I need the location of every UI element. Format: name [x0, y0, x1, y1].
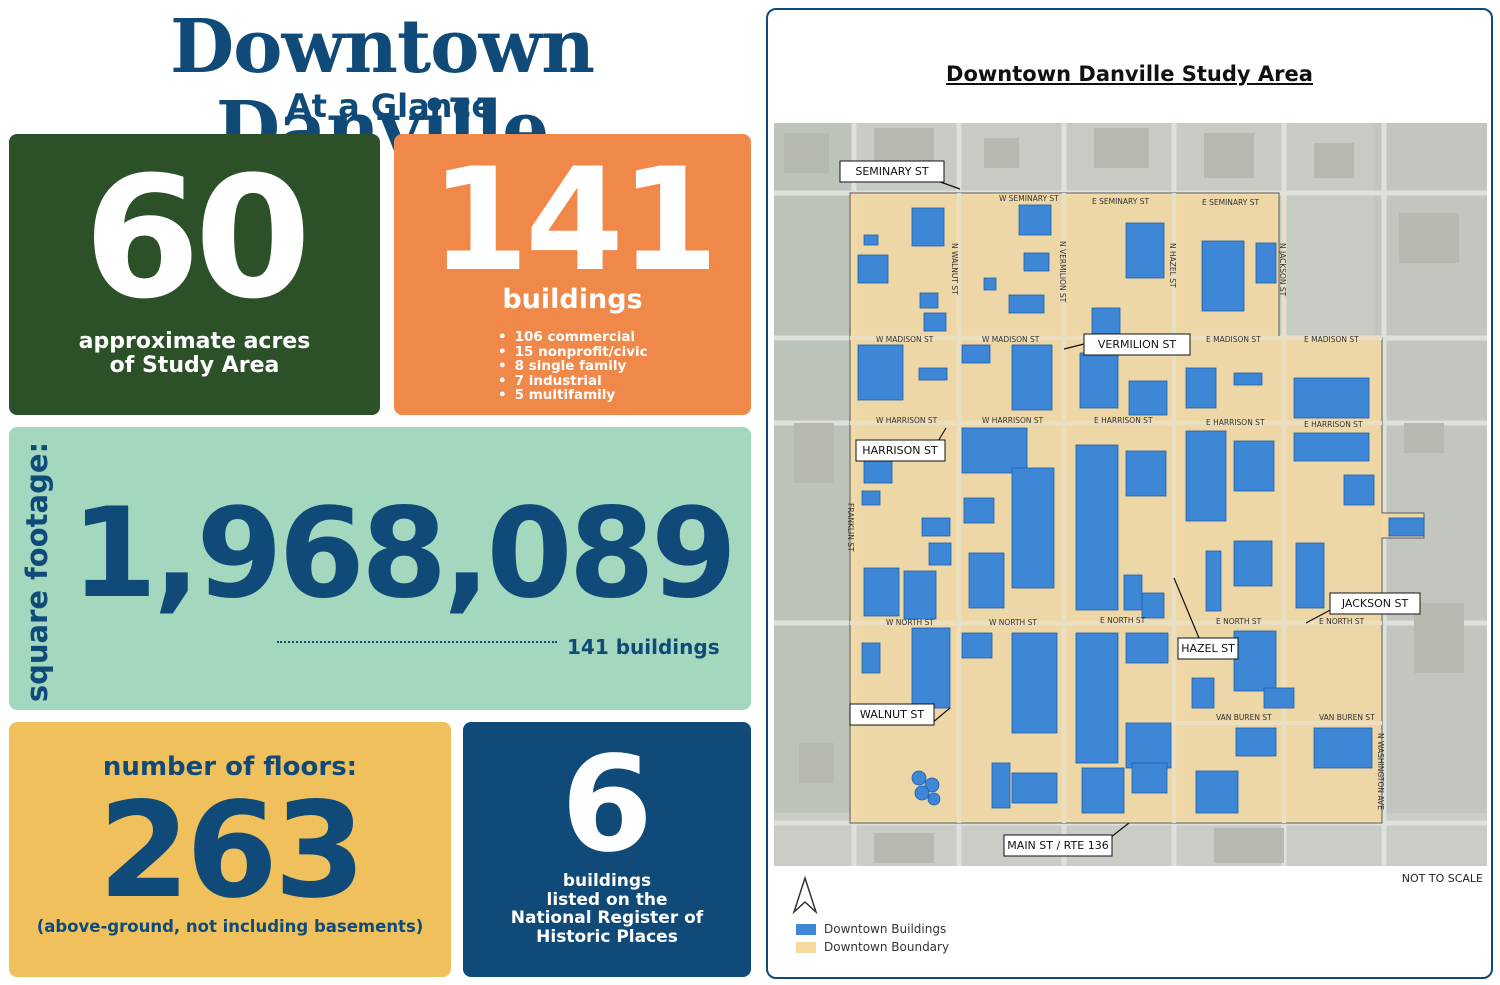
- street-label-text: HARRISON ST: [862, 444, 938, 457]
- study-area-map: W SEMINARY ST E SEMINARY ST E SEMINARY S…: [774, 123, 1487, 866]
- small-street-label: N WALNUT ST: [950, 243, 959, 295]
- study-area-map-panel: Downtown Danville Study Area: [766, 8, 1493, 979]
- downtown-boundary: [849, 192, 1425, 824]
- legend-label: Downtown Boundary: [824, 940, 950, 954]
- legend-item-boundary: Downtown Boundary: [796, 938, 949, 956]
- dotted-leader: [277, 641, 557, 643]
- small-street-label: E NORTH ST: [1100, 616, 1146, 625]
- street-label-text: SEMINARY ST: [855, 165, 929, 178]
- small-street-label: E MADISON ST: [1304, 335, 1359, 344]
- page-subtitle: At a Glance: [286, 87, 494, 125]
- small-street-label: N VERMILION ST: [1058, 241, 1067, 303]
- downtown-streets: [850, 193, 1382, 823]
- floors-value: 263: [98, 774, 366, 928]
- small-street-label: E HARRISON ST: [1304, 420, 1363, 429]
- breakdown-item: 15 nonprofit/civic: [498, 344, 648, 360]
- buildings-value: 141: [430, 138, 718, 303]
- legend-label: Downtown Buildings: [824, 922, 947, 936]
- north-arrow-icon: [792, 876, 818, 914]
- breakdown-item: 8 single family: [498, 359, 648, 374]
- small-street-label: N HAZEL ST: [1168, 243, 1177, 288]
- callout-vermilion-st: VERMILION ST: [1083, 333, 1191, 356]
- acres-caption-line2: of Study Area: [109, 353, 280, 378]
- small-street-label: E SEMINARY ST: [1202, 198, 1260, 207]
- small-street-label: E NORTH ST: [1319, 617, 1365, 626]
- breakdown-item: 106 commercial: [498, 330, 648, 345]
- street-label-text: MAIN ST / RTE 136: [1007, 839, 1108, 852]
- legend-swatch-boundary: [796, 941, 816, 953]
- small-street-label: FRANKLIN ST: [846, 503, 855, 552]
- historic-register-card: 6 buildings listed on the National Regis…: [463, 722, 751, 977]
- floors-card: number of floors: 263 (above-ground, not…: [9, 722, 451, 977]
- buildings-card: 141 buildings 106 commercial 15 nonprofi…: [394, 134, 751, 415]
- square-footage-label-text: square footage:: [20, 441, 54, 703]
- register-caption-line: buildings: [562, 871, 652, 891]
- square-footage-side-label: square footage:: [17, 442, 57, 702]
- small-street-label: E NORTH ST: [1216, 617, 1262, 626]
- acres-card: 60 approximate acres of Study Area: [9, 134, 380, 415]
- callout-main-st: MAIN ST / RTE 136: [1003, 834, 1113, 857]
- callout-harrison-st: HARRISON ST: [855, 439, 946, 462]
- square-footage-value: 1,968,089: [71, 482, 737, 626]
- legend-item-buildings: Downtown Buildings: [796, 920, 949, 938]
- buildings-label: buildings: [502, 284, 643, 315]
- small-street-label: E MADISON ST: [1206, 335, 1261, 344]
- small-street-label: E SEMINARY ST: [1092, 197, 1150, 206]
- historic-register-value: 6: [561, 728, 653, 882]
- small-street-label: E HARRISON ST: [1206, 418, 1265, 427]
- acres-value: 60: [83, 140, 312, 336]
- callout-walnut-st: WALNUT ST: [849, 703, 935, 726]
- small-street-label: W MADISON ST: [982, 335, 1040, 344]
- street-label-text: JACKSON ST: [1341, 597, 1409, 610]
- map-legend: Downtown Buildings Downtown Boundary: [796, 920, 949, 956]
- breakdown-item: 5 multifamily: [498, 388, 648, 403]
- buildings-breakdown-list: 106 commercial 15 nonprofit/civic 8 sing…: [498, 330, 648, 403]
- small-street-label: E HARRISON ST: [1094, 416, 1153, 425]
- small-street-label: W HARRISON ST: [982, 416, 1044, 425]
- small-street-label: N JACKSON ST: [1278, 243, 1287, 297]
- small-street-label: VAN BUREN ST: [1216, 713, 1272, 722]
- small-street-label: W SEMINARY ST: [999, 194, 1059, 203]
- square-footage-caption: 141 buildings: [567, 635, 720, 659]
- breakdown-item: 7 industrial: [498, 373, 648, 389]
- small-street-label: W HARRISON ST: [876, 416, 938, 425]
- callout-hazel-st: HAZEL ST: [1177, 637, 1239, 660]
- floors-label: number of floors:: [102, 752, 358, 782]
- street-label-text: VERMILION ST: [1098, 338, 1177, 351]
- acres-caption-line1: approximate acres: [78, 329, 311, 354]
- acres-caption: approximate acres of Study Area: [9, 330, 380, 378]
- not-to-scale-note: NOT TO SCALE: [1401, 872, 1483, 885]
- page-title: Downtown Danville: [169, 4, 595, 172]
- legend-swatch-buildings: [796, 923, 816, 935]
- street-label-text: HAZEL ST: [1181, 642, 1235, 655]
- callout-street-labels: SEMINARY ST VERMILION ST HARRISON ST HAZ…: [839, 160, 1421, 857]
- street-label-text: WALNUT ST: [860, 708, 924, 721]
- callout-jackson-st: JACKSON ST: [1329, 592, 1421, 615]
- historic-register-caption: buildings listed on the National Registe…: [463, 872, 751, 946]
- callout-seminary-st: SEMINARY ST: [839, 160, 945, 183]
- small-street-label: W NORTH ST: [989, 618, 1037, 627]
- small-street-label: N WASHINGTON AVE: [1376, 733, 1385, 810]
- register-caption-line: listed on the: [546, 889, 668, 910]
- register-caption-line: Historic Places: [536, 926, 678, 947]
- floors-caption: (above-ground, not including basements): [36, 917, 424, 936]
- register-caption-line: National Register of: [510, 908, 704, 928]
- small-street-label: VAN BUREN ST: [1319, 713, 1375, 722]
- square-footage-card: square footage: 1,968,089 141 buildings: [9, 427, 751, 710]
- aerial-west-strip: [774, 123, 854, 866]
- small-street-label: W MADISON ST: [876, 335, 934, 344]
- small-street-labels: W SEMINARY ST E SEMINARY ST E SEMINARY S…: [846, 194, 1385, 810]
- map-title: Downtown Danville Study Area: [946, 62, 1313, 86]
- downtown-buildings: [857, 204, 1425, 814]
- small-street-label: W NORTH ST: [886, 618, 934, 627]
